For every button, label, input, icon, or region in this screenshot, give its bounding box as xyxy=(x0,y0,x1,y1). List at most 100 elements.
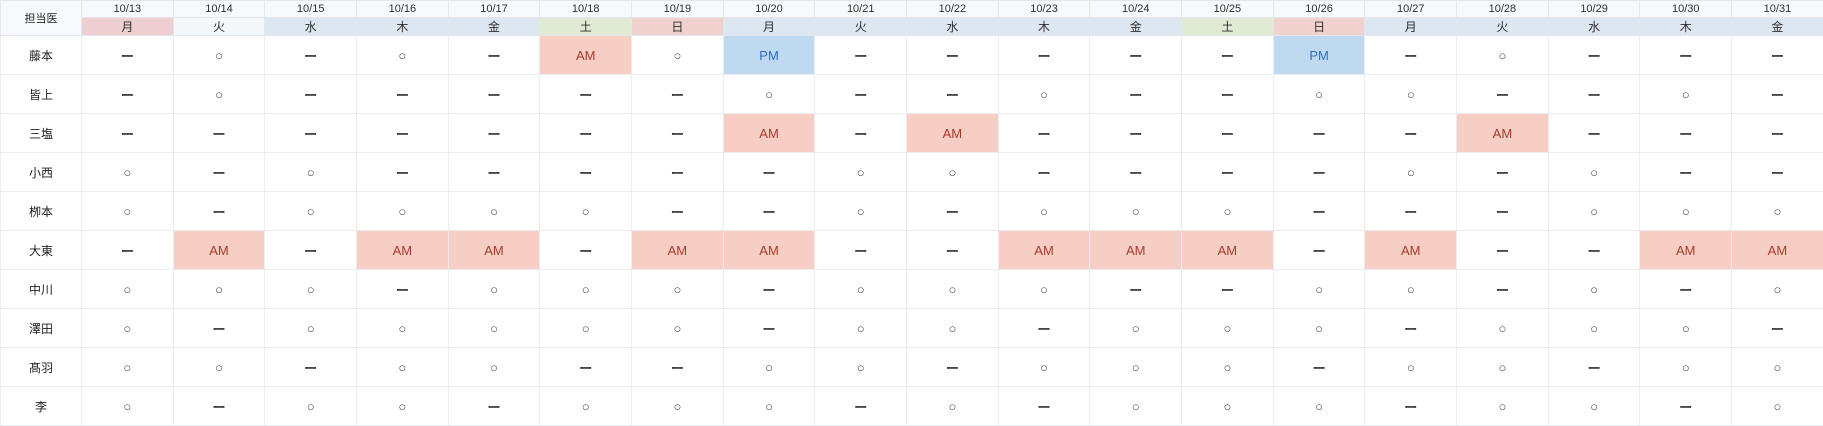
slot-available[interactable]: ○ xyxy=(1090,348,1182,387)
slot-pm[interactable]: PM xyxy=(723,36,815,75)
slot-available[interactable]: ○ xyxy=(173,75,265,114)
slot-available[interactable]: ○ xyxy=(173,348,265,387)
slot-available[interactable]: ○ xyxy=(1640,309,1732,348)
slot-available[interactable]: ○ xyxy=(540,309,632,348)
slot-available[interactable]: ○ xyxy=(815,348,907,387)
slot-available[interactable]: ○ xyxy=(1182,348,1274,387)
slot-available[interactable]: ○ xyxy=(1548,309,1640,348)
slot-available[interactable]: ○ xyxy=(265,309,357,348)
slot-am[interactable]: AM xyxy=(1732,231,1823,270)
slot-available[interactable]: ○ xyxy=(265,387,357,426)
slot-available[interactable]: ○ xyxy=(540,270,632,309)
slot-available[interactable]: ○ xyxy=(1732,192,1823,231)
slot-am[interactable]: AM xyxy=(448,231,540,270)
slot-available[interactable]: ○ xyxy=(265,153,357,192)
slot-available[interactable]: ○ xyxy=(1182,309,1274,348)
slot-available[interactable]: ○ xyxy=(448,309,540,348)
slot-am[interactable]: AM xyxy=(1090,231,1182,270)
slot-available[interactable]: ○ xyxy=(815,192,907,231)
slot-available[interactable]: ○ xyxy=(82,192,174,231)
slot-available[interactable]: ○ xyxy=(907,309,999,348)
slot-available[interactable]: ○ xyxy=(723,75,815,114)
slot-available[interactable]: ○ xyxy=(632,270,724,309)
slot-available[interactable]: ○ xyxy=(448,348,540,387)
slot-available[interactable]: ○ xyxy=(1732,348,1823,387)
slot-available[interactable]: ○ xyxy=(1640,75,1732,114)
slot-available[interactable]: ○ xyxy=(448,270,540,309)
slot-available[interactable]: ○ xyxy=(357,309,449,348)
slot-available[interactable]: ○ xyxy=(357,192,449,231)
slot-available[interactable]: ○ xyxy=(1457,387,1549,426)
slot-available[interactable]: ○ xyxy=(1273,387,1365,426)
slot-available[interactable]: ○ xyxy=(1548,387,1640,426)
slot-available[interactable]: ○ xyxy=(1640,348,1732,387)
slot-available[interactable]: ○ xyxy=(815,270,907,309)
slot-available[interactable]: ○ xyxy=(1365,75,1457,114)
slot-available[interactable]: ○ xyxy=(632,36,724,75)
slot-available[interactable]: ○ xyxy=(632,309,724,348)
slot-am[interactable]: AM xyxy=(1365,231,1457,270)
slot-available[interactable]: ○ xyxy=(540,192,632,231)
slot-am[interactable]: AM xyxy=(1457,114,1549,153)
slot-available[interactable]: ○ xyxy=(1457,309,1549,348)
slot-available[interactable]: ○ xyxy=(1457,348,1549,387)
slot-available[interactable]: ○ xyxy=(1365,153,1457,192)
slot-available[interactable]: ○ xyxy=(82,348,174,387)
slot-available[interactable]: ○ xyxy=(907,270,999,309)
slot-available[interactable]: ○ xyxy=(723,387,815,426)
slot-available[interactable]: ○ xyxy=(265,270,357,309)
slot-available[interactable]: ○ xyxy=(265,192,357,231)
slot-available[interactable]: ○ xyxy=(357,36,449,75)
slot-am[interactable]: AM xyxy=(998,231,1090,270)
slot-available[interactable]: ○ xyxy=(1365,348,1457,387)
slot-available[interactable]: ○ xyxy=(1090,192,1182,231)
slot-available[interactable]: ○ xyxy=(1548,270,1640,309)
slot-available[interactable]: ○ xyxy=(1732,387,1823,426)
slot-available[interactable]: ○ xyxy=(540,387,632,426)
slot-am[interactable]: AM xyxy=(632,231,724,270)
slot-available[interactable]: ○ xyxy=(82,309,174,348)
slot-available[interactable]: ○ xyxy=(1182,192,1274,231)
slot-available[interactable]: ○ xyxy=(815,153,907,192)
slot-available[interactable]: ○ xyxy=(357,348,449,387)
slot-am[interactable]: AM xyxy=(907,114,999,153)
slot-available[interactable]: ○ xyxy=(448,192,540,231)
slot-available[interactable]: ○ xyxy=(632,387,724,426)
slot-available[interactable]: ○ xyxy=(998,348,1090,387)
slot-available[interactable]: ○ xyxy=(907,387,999,426)
slot-am[interactable]: AM xyxy=(357,231,449,270)
slot-available[interactable]: ○ xyxy=(1273,309,1365,348)
slot-available[interactable]: ○ xyxy=(357,387,449,426)
slot-unavailable: ー xyxy=(82,231,174,270)
slot-available[interactable]: ○ xyxy=(1640,192,1732,231)
slot-available[interactable]: ○ xyxy=(1273,270,1365,309)
slot-pm[interactable]: PM xyxy=(1273,36,1365,75)
slot-available[interactable]: ○ xyxy=(998,192,1090,231)
slot-am[interactable]: AM xyxy=(1182,231,1274,270)
slot-unavailable: ー xyxy=(815,231,907,270)
slot-available[interactable]: ○ xyxy=(1273,75,1365,114)
slot-available[interactable]: ○ xyxy=(1548,153,1640,192)
slot-available[interactable]: ○ xyxy=(1365,270,1457,309)
slot-available[interactable]: ○ xyxy=(998,75,1090,114)
slot-available[interactable]: ○ xyxy=(82,270,174,309)
slot-available[interactable]: ○ xyxy=(1457,36,1549,75)
slot-available[interactable]: ○ xyxy=(82,387,174,426)
slot-available[interactable]: ○ xyxy=(1182,387,1274,426)
slot-available[interactable]: ○ xyxy=(815,309,907,348)
slot-available[interactable]: ○ xyxy=(173,270,265,309)
slot-available[interactable]: ○ xyxy=(907,153,999,192)
slot-am[interactable]: AM xyxy=(1640,231,1732,270)
slot-available[interactable]: ○ xyxy=(82,153,174,192)
slot-available[interactable]: ○ xyxy=(1732,270,1823,309)
slot-available[interactable]: ○ xyxy=(173,36,265,75)
slot-available[interactable]: ○ xyxy=(998,270,1090,309)
slot-am[interactable]: AM xyxy=(723,114,815,153)
slot-available[interactable]: ○ xyxy=(1090,309,1182,348)
slot-available[interactable]: ○ xyxy=(1548,192,1640,231)
slot-am[interactable]: AM xyxy=(723,231,815,270)
slot-available[interactable]: ○ xyxy=(723,348,815,387)
slot-am[interactable]: AM xyxy=(173,231,265,270)
slot-available[interactable]: ○ xyxy=(1090,387,1182,426)
slot-am[interactable]: AM xyxy=(540,36,632,75)
